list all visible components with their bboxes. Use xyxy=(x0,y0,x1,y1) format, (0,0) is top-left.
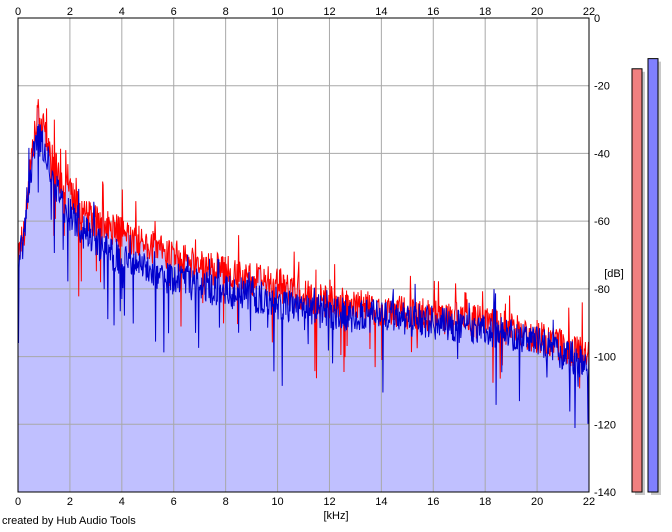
series-line-1 xyxy=(17,124,590,429)
x-tick-label-top: 2 xyxy=(67,6,73,18)
x-tick-label-bottom: 16 xyxy=(427,496,439,508)
x-tick-label-bottom: 10 xyxy=(271,496,283,508)
x-tick-labels-top: 0 2 4 6 8 10 12 14 16 18 20 22 xyxy=(15,6,595,18)
x-tick-label-top: 10 xyxy=(271,6,283,18)
x-tick-label-bottom: 4 xyxy=(119,496,125,508)
x-tick-label-top: 0 xyxy=(15,6,21,18)
y-tick-label: 0 xyxy=(594,13,600,25)
y-tick-label: -20 xyxy=(594,81,610,93)
y-tick-label: -40 xyxy=(594,148,610,160)
x-tick-label-bottom: 0 xyxy=(15,496,21,508)
plot-frame xyxy=(17,17,590,493)
level-meter-1 xyxy=(647,58,659,493)
x-tick-label-bottom: 20 xyxy=(531,496,543,508)
x-tick-label-bottom: 2 xyxy=(67,496,73,508)
x-tick-label-top: 16 xyxy=(427,6,439,18)
x-tick-label-bottom: 22 xyxy=(583,496,595,508)
x-tick-label-top: 22 xyxy=(583,6,595,18)
y-tick-label: -120 xyxy=(594,419,616,431)
y-axis-label: [dB] xyxy=(604,268,624,280)
x-tick-labels-bottom: 0 2 4 6 8 10 12 14 16 18 20 22 xyxy=(15,496,595,508)
x-tick-label-bottom: 8 xyxy=(223,496,229,508)
y-tick-label: -140 xyxy=(594,487,616,499)
credit-text: created by Hub Audio Tools xyxy=(2,515,136,527)
y-tick-label: -100 xyxy=(594,352,616,364)
level-meter-0 xyxy=(631,68,643,493)
x-tick-label-top: 8 xyxy=(223,6,229,18)
x-tick-label-top: 12 xyxy=(323,6,335,18)
y-tick-label: -60 xyxy=(594,216,610,228)
level-meters xyxy=(631,58,661,496)
x-axis-label: [kHz] xyxy=(323,510,348,522)
x-tick-label-bottom: 18 xyxy=(479,496,491,508)
x-tick-label-top: 18 xyxy=(479,6,491,18)
x-tick-label-bottom: 14 xyxy=(375,496,387,508)
x-tick-label-top: 4 xyxy=(119,6,125,18)
x-tick-label-top: 20 xyxy=(531,6,543,18)
y-tick-labels: 0 -20 -40 -60 -80 -100 -120 -140 xyxy=(594,13,616,499)
x-tick-label-top: 6 xyxy=(171,6,177,18)
x-tick-label-top: 14 xyxy=(375,6,387,18)
x-tick-label-bottom: 12 xyxy=(323,496,335,508)
series-layer xyxy=(17,99,590,429)
y-tick-label: -80 xyxy=(594,284,610,296)
x-tick-label-bottom: 6 xyxy=(171,496,177,508)
grid-lines xyxy=(17,17,590,493)
